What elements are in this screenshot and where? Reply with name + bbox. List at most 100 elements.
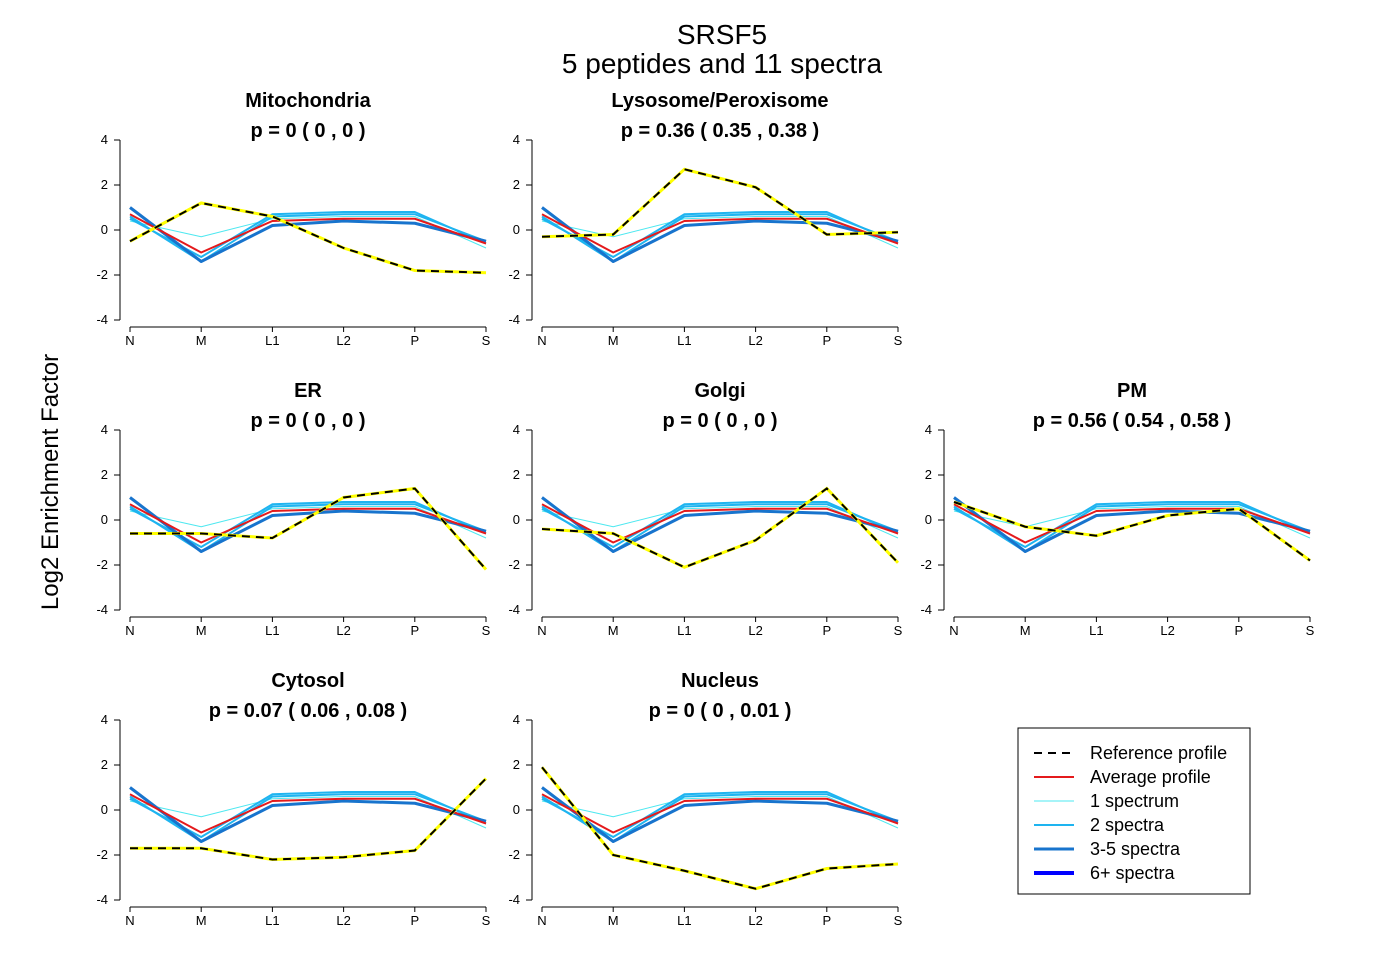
series-one-spectrum xyxy=(129,796,487,829)
legend: Reference profile Average profile 1 spectr… xyxy=(1017,727,1251,895)
legend-box xyxy=(1017,727,1251,895)
x-tick-label: L2 xyxy=(748,333,762,348)
x-tick-label: N xyxy=(537,623,546,638)
series-one-spectrum xyxy=(541,506,899,539)
y-tick-label: 2 xyxy=(101,467,108,482)
reference-profile-underlay xyxy=(129,201,487,275)
y-tick-label: 2 xyxy=(513,177,520,192)
reference-profile-line xyxy=(541,168,899,238)
x-tick-label: M xyxy=(608,333,619,348)
x-tick-label: L1 xyxy=(677,913,691,928)
x-tick-label: M xyxy=(196,623,207,638)
x-tick-label: L1 xyxy=(1089,623,1103,638)
x-tick-label: P xyxy=(410,913,419,928)
y-tick-label: 4 xyxy=(101,422,108,437)
series-one-spectrum xyxy=(541,796,899,829)
y-tick-label: 4 xyxy=(513,422,520,437)
reference-profile-underlay xyxy=(130,777,488,862)
x-tick-label: L2 xyxy=(336,333,350,348)
panel-p-value: p = 0 ( 0 , 0 ) xyxy=(250,120,365,142)
reference-profile-line xyxy=(953,501,1311,562)
y-tick-label: -2 xyxy=(508,557,520,572)
panel-title: Mitochondria xyxy=(245,90,371,112)
figure-title: SRSF5 xyxy=(677,19,767,50)
y-tick-label: -4 xyxy=(508,602,520,617)
x-tick-label: L1 xyxy=(677,623,691,638)
y-tick-label: -2 xyxy=(920,557,932,572)
reference-profile-underlay xyxy=(130,486,488,571)
y-axis-label: Log2 Enrichment Factor xyxy=(37,354,64,610)
x-tick-label: L2 xyxy=(748,623,762,638)
series-three-five-spectra xyxy=(541,206,899,263)
legend-label: 1 spectrum xyxy=(1090,791,1179,811)
reference-profile-line xyxy=(130,487,487,571)
x-tick-label: N xyxy=(125,333,134,348)
series-average xyxy=(129,503,487,544)
x-tick-label: M xyxy=(608,913,619,928)
panel-p-value: p = 0 ( 0 , 0 ) xyxy=(662,410,777,432)
panel-p-value: p = 0.07 ( 0.06 , 0.08 ) xyxy=(209,700,407,722)
y-tick-label: 4 xyxy=(513,712,520,727)
y-tick-label: 0 xyxy=(101,512,108,527)
y-tick-label: -2 xyxy=(508,847,520,862)
x-tick-label: N xyxy=(537,913,546,928)
series-average xyxy=(541,213,899,254)
x-tick-label: S xyxy=(482,333,491,348)
panel-er: ER p = 0 ( 0 , 0 ) -4 -2 0 2 4 N M L1 L2 P S xyxy=(96,380,490,638)
panels: Mitochondria p = 0 ( 0 , 0 ) -4 -2 0 2 4 N M L1 L2… xyxy=(96,90,1314,928)
series-two-spectra xyxy=(541,213,899,263)
y-tick-label: -4 xyxy=(96,892,108,907)
x-tick-label: L2 xyxy=(748,913,762,928)
x-tick-label: P xyxy=(822,913,831,928)
x-tick-label: P xyxy=(410,623,419,638)
x-tick-label: L1 xyxy=(265,913,279,928)
panel-pm: PM p = 0.56 ( 0.54 , 0.58 ) -4 -2 0 2 4 N M L1 L2 P… xyxy=(920,380,1314,638)
panel-golgi: Golgi p = 0 ( 0 , 0 ) -4 -2 0 2 4 N M L1 L2 P S xyxy=(508,380,902,638)
series-three-five-spectra xyxy=(541,786,899,843)
panel-p-value: p = 0.56 ( 0.54 , 0.58 ) xyxy=(1033,410,1231,432)
y-tick-label: 2 xyxy=(513,757,520,772)
y-tick-label: -2 xyxy=(96,557,108,572)
y-tick-label: 4 xyxy=(101,712,108,727)
series-three-five-spectra xyxy=(129,206,487,263)
x-tick-label: M xyxy=(196,333,207,348)
x-tick-label: M xyxy=(1020,623,1031,638)
x-tick-label: P xyxy=(1234,623,1243,638)
panel-p-value: p = 0.36 ( 0.35 , 0.38 ) xyxy=(621,120,819,142)
y-tick-label: -4 xyxy=(508,312,520,327)
x-tick-label: N xyxy=(949,623,958,638)
panel-title: Nucleus xyxy=(681,670,759,692)
x-tick-label: M xyxy=(608,623,619,638)
series-two-spectra xyxy=(953,503,1311,553)
series-average xyxy=(129,213,487,254)
series-average xyxy=(953,503,1311,544)
y-tick-label: -4 xyxy=(96,312,108,327)
y-tick-label: 0 xyxy=(513,512,520,527)
x-tick-label: M xyxy=(196,913,207,928)
series-three-five-spectra xyxy=(541,496,899,553)
panel-p-value: p = 0 ( 0 , 0 ) xyxy=(250,410,365,432)
reference-profile-line xyxy=(130,777,487,861)
x-tick-label: S xyxy=(482,623,491,638)
y-tick-label: -4 xyxy=(508,892,520,907)
panel-cytosol: Cytosol p = 0.07 ( 0.06 , 0.08 ) -4 -2 0 2 4 N M… xyxy=(96,670,490,928)
legend-label: 6+ spectra xyxy=(1090,863,1176,883)
legend-label: Average profile xyxy=(1090,767,1211,787)
panel-lysosome-peroxisome: Lysosome/Peroxisome p = 0.36 ( 0.35 , 0.3… xyxy=(508,90,902,348)
reference-profile-line xyxy=(541,487,899,569)
y-tick-label: -2 xyxy=(508,267,520,282)
x-tick-label: S xyxy=(894,623,903,638)
series-one-spectrum xyxy=(129,506,487,539)
series-three-five-spectra xyxy=(129,786,487,843)
legend-label: Reference profile xyxy=(1090,743,1227,763)
x-tick-label: S xyxy=(482,913,491,928)
x-tick-label: P xyxy=(410,333,419,348)
y-tick-label: 0 xyxy=(513,802,520,817)
panel-title: Lysosome/Peroxisome xyxy=(611,90,828,112)
x-tick-label: S xyxy=(894,913,903,928)
series-two-spectra xyxy=(129,213,487,263)
y-tick-label: 2 xyxy=(101,757,108,772)
x-tick-label: S xyxy=(1306,623,1315,638)
x-tick-label: L1 xyxy=(265,623,279,638)
